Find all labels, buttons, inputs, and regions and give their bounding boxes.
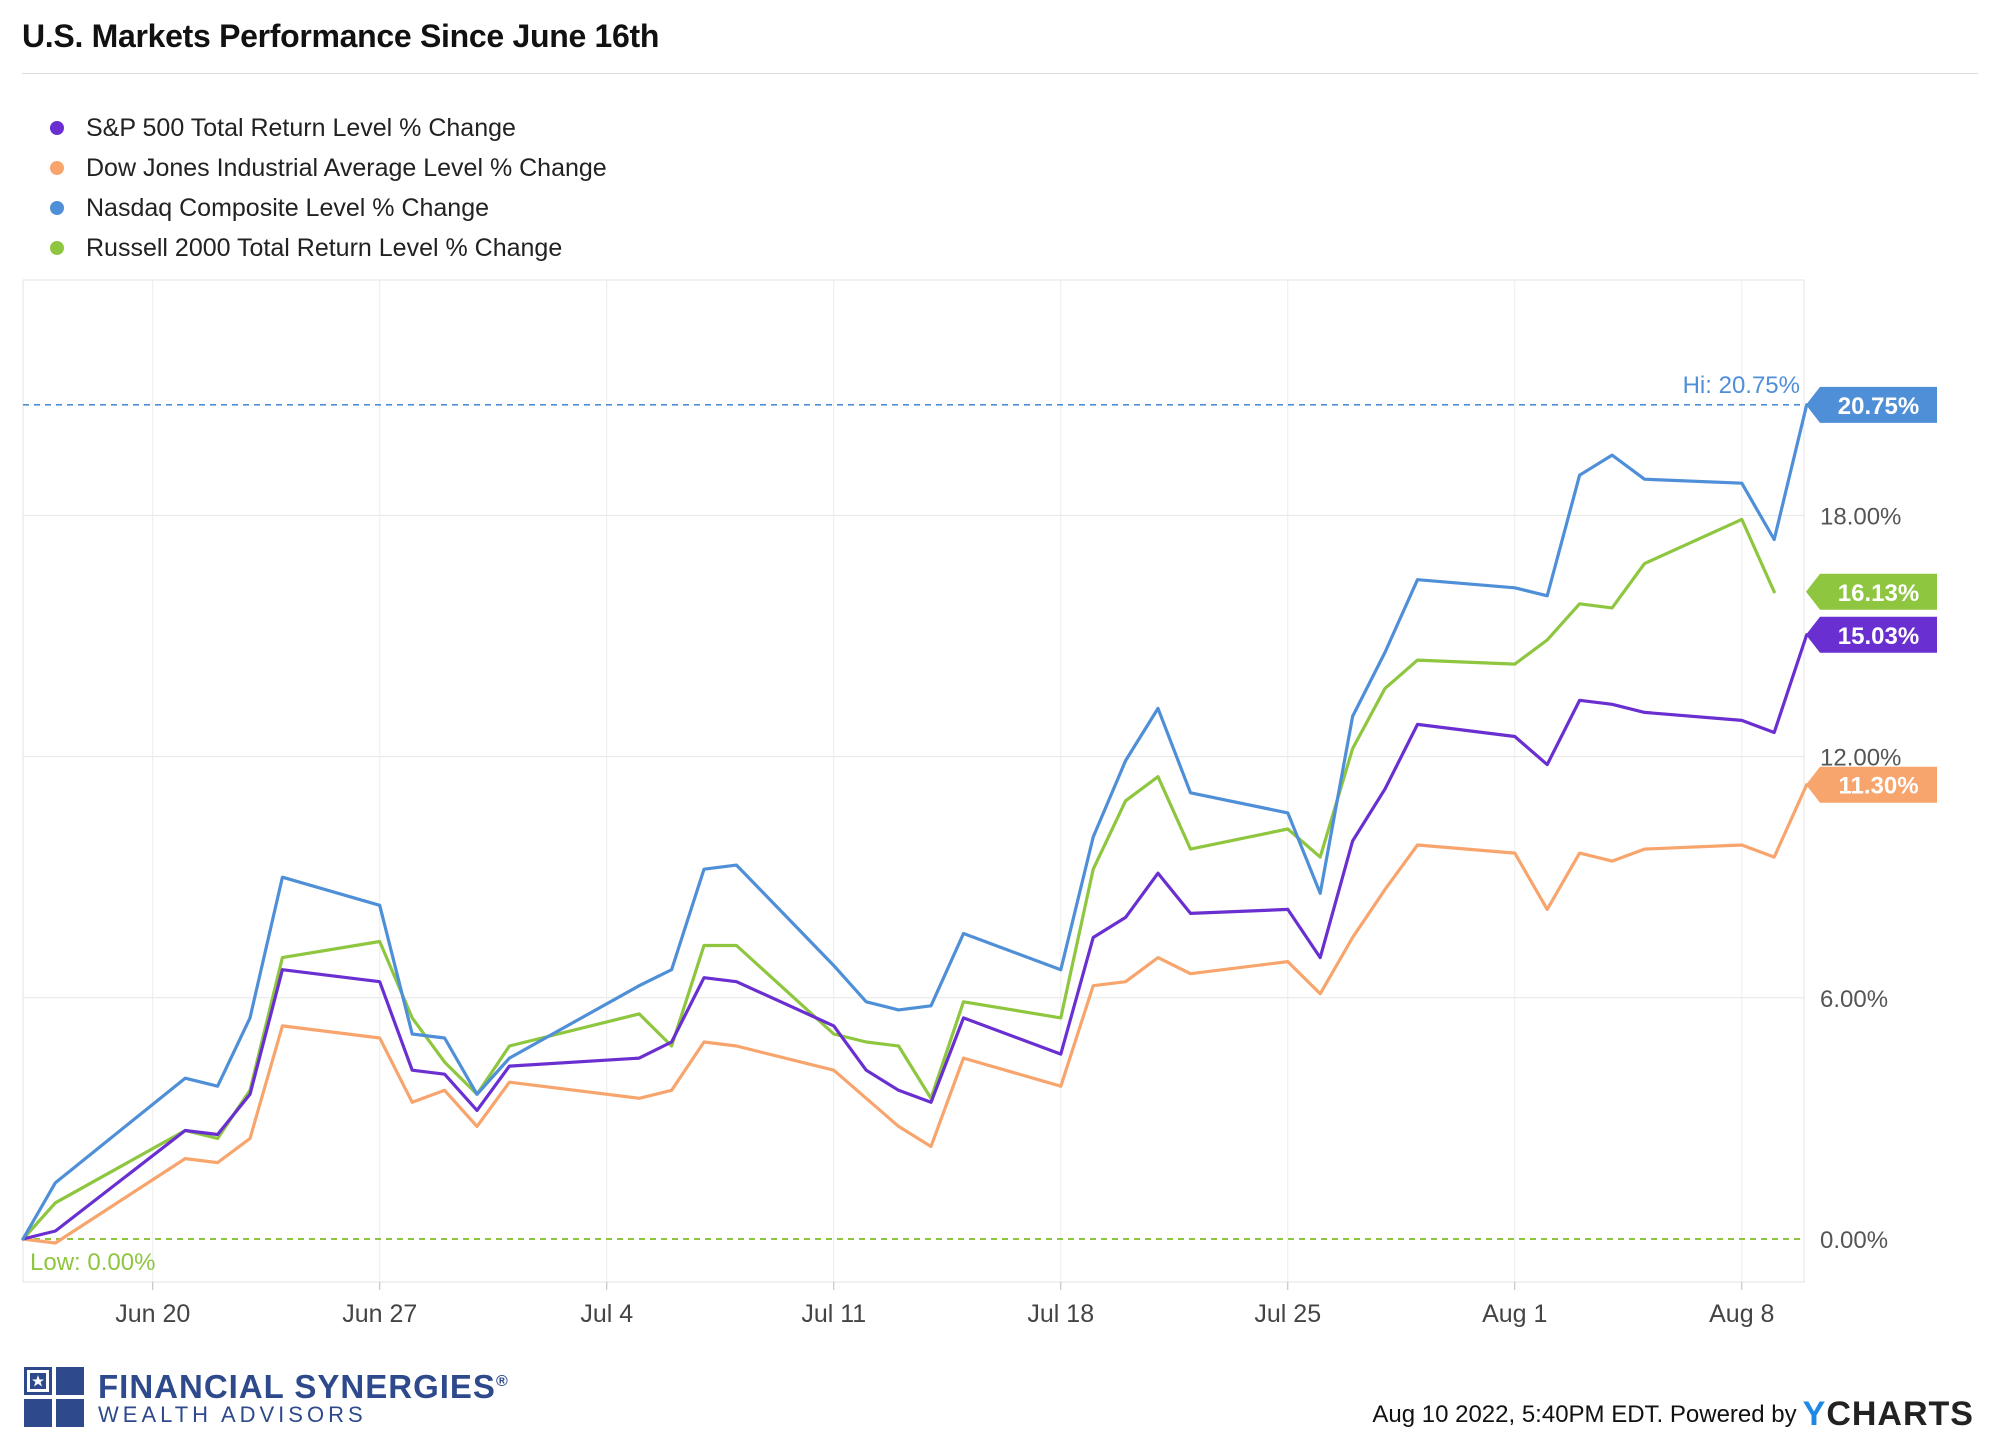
series-line-dow-jones [21, 783, 1809, 1245]
legend-item-sp500[interactable]: S&P 500 Total Return Level % Change [50, 108, 607, 148]
footer-attribution: Aug 10 2022, 5:40PM EDT. Powered by YCHA… [1372, 1395, 1974, 1434]
series-line-sp500 [21, 633, 1809, 1241]
x-tick-label: Jul 18 [1027, 1300, 1094, 1328]
x-tick-label: Jul 25 [1254, 1300, 1321, 1328]
x-tick-label: Jun 20 [115, 1300, 190, 1328]
end-tag-nasdaq [1806, 386, 1937, 423]
end-tag-dow-jones [1806, 766, 1937, 803]
ycharts-logo[interactable]: YCHARTS [1802, 1395, 1974, 1433]
legend-dot [50, 121, 64, 135]
chart-legend: S&P 500 Total Return Level % Change Dow … [50, 108, 607, 268]
legend-label: Dow Jones Industrial Average Level % Cha… [86, 153, 607, 182]
legend-label: Nasdaq Composite Level % Change [86, 193, 490, 222]
logo-subtitle: WEALTH ADVISORS [98, 1402, 367, 1427]
end-tag-nasdaq-label: 20.75% [1838, 393, 1919, 420]
chart-title: U.S. Markets Performance Since June 16th [22, 18, 660, 54]
x-tick-label: Aug 8 [1709, 1300, 1774, 1328]
x-tick-label: Jun 27 [342, 1300, 417, 1328]
legend-item-russell-2000[interactable]: Russell 2000 Total Return Level % Change [50, 228, 607, 268]
y-tick-label: 0.00% [1820, 1227, 1888, 1254]
end-tag-sp500-label: 15.03% [1838, 623, 1919, 650]
legend-item-dow-jones[interactable]: Dow Jones Industrial Average Level % Cha… [50, 148, 607, 188]
end-tag-dow-jones-label: 11.30% [1838, 773, 1918, 800]
company-logo: FINANCIAL SYNERGIES® WEALTH ADVISORS [24, 1366, 509, 1427]
legend-item-nasdaq[interactable]: Nasdaq Composite Level % Change [50, 188, 607, 228]
x-tick-label: Jul 11 [801, 1300, 866, 1328]
title-divider [22, 73, 1978, 74]
high-annotation-label: Hi: 20.75% [1683, 372, 1800, 399]
legend-dot [50, 161, 64, 175]
end-tag-sp500 [1806, 616, 1937, 653]
end-tag-russell-2000 [1806, 573, 1937, 610]
legend-label: Russell 2000 Total Return Level % Change [86, 233, 563, 262]
end-tag-russell-2000-label: 16.13% [1838, 580, 1919, 607]
y-tick-label: 18.00% [1820, 503, 1901, 530]
x-tick-label: Jul 4 [580, 1300, 633, 1328]
low-annotation-label: Low: 0.00% [30, 1249, 155, 1276]
x-tick-label: Aug 1 [1482, 1300, 1547, 1328]
legend-label: S&P 500 Total Return Level % Change [86, 113, 516, 142]
series-line-nasdaq [21, 403, 1809, 1241]
legend-dot [50, 241, 64, 255]
plot-frame [22, 279, 1805, 1283]
timestamp-text: Aug 10 2022, 5:40PM EDT. Powered by [1372, 1400, 1797, 1428]
y-tick-label: 6.00% [1820, 986, 1888, 1013]
logo-name: FINANCIAL SYNERGIES® [98, 1368, 509, 1405]
flag-logo-icon [24, 1366, 84, 1427]
legend-dot [50, 201, 64, 215]
